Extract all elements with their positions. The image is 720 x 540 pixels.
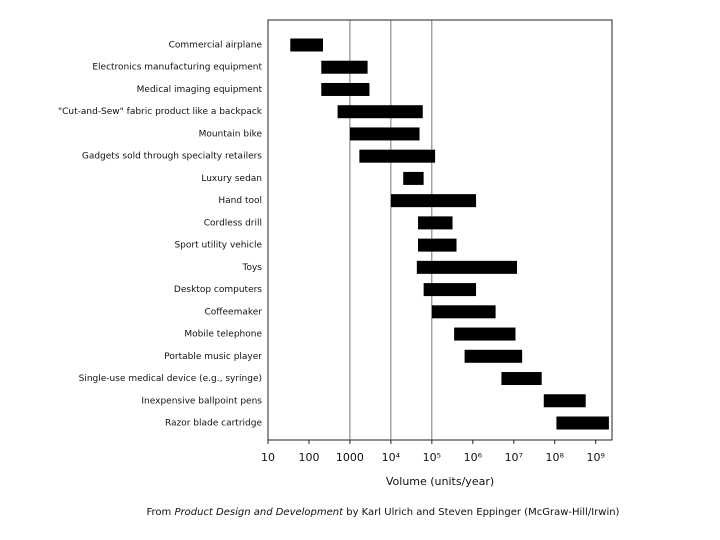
bar: [349, 127, 420, 141]
plot-frame: [267, 19, 613, 441]
x-tick-label: 10⁷: [505, 451, 523, 464]
bar: [464, 349, 523, 363]
bar: [403, 171, 424, 185]
category-label: Coffeemaker: [205, 307, 263, 317]
category-label: Sport utility vehicle: [174, 241, 262, 251]
bar: [390, 194, 477, 208]
category-label: Mobile telephone: [184, 330, 262, 340]
category-label: Gadgets sold through specialty retailers: [82, 152, 262, 162]
bar: [431, 305, 496, 319]
category-label: Cordless drill: [204, 218, 262, 228]
bar: [321, 82, 370, 96]
category-label: "Cut-and-Sew" fabric product like a back…: [58, 107, 263, 117]
category-label: Inexpensive ballpoint pens: [141, 396, 262, 406]
x-tick-label: 10⁵: [423, 451, 441, 464]
bar: [454, 327, 516, 341]
category-label: Desktop computers: [174, 285, 262, 295]
bar: [416, 260, 518, 274]
category-label: Medical imaging equipment: [137, 85, 263, 95]
category-label: Mountain bike: [199, 129, 263, 139]
x-tick-label: 10: [261, 451, 275, 464]
category-label: Toys: [242, 263, 263, 273]
x-tick-label: 100: [298, 451, 319, 464]
bar: [418, 216, 453, 230]
bar: [290, 38, 323, 52]
x-tick-label: 10⁴: [382, 451, 401, 464]
category-label: Razor blade cartridge: [165, 419, 263, 429]
bar: [321, 60, 368, 74]
x-axis-label: Volume (units/year): [386, 475, 494, 488]
category-label: Hand tool: [218, 196, 262, 206]
x-tick-label: 10⁶: [464, 451, 483, 464]
bar: [556, 416, 609, 430]
bar: [543, 394, 586, 408]
category-label: Luxury sedan: [201, 174, 262, 184]
category-label: Commercial airplane: [169, 41, 263, 51]
x-tick-label: 10⁹: [586, 451, 604, 464]
bar: [501, 372, 542, 386]
caption-title: Product Design and Development: [174, 507, 344, 518]
bar: [418, 238, 457, 252]
caption-prefix: From: [147, 507, 172, 518]
category-label: Electronics manufacturing equipment: [92, 63, 262, 73]
bar: [423, 283, 477, 297]
x-tick-label: 10⁸: [546, 451, 565, 464]
bar: [337, 105, 423, 119]
category-label: Portable music player: [164, 352, 262, 362]
x-tick-label: 1000: [336, 451, 364, 464]
bar: [359, 149, 436, 163]
caption-suffix: by Karl Ulrich and Steven Eppinger (McGr…: [346, 507, 619, 518]
category-label: Single-use medical device (e.g., syringe…: [79, 374, 262, 384]
caption: From Product Design and Development by K…: [147, 507, 620, 518]
